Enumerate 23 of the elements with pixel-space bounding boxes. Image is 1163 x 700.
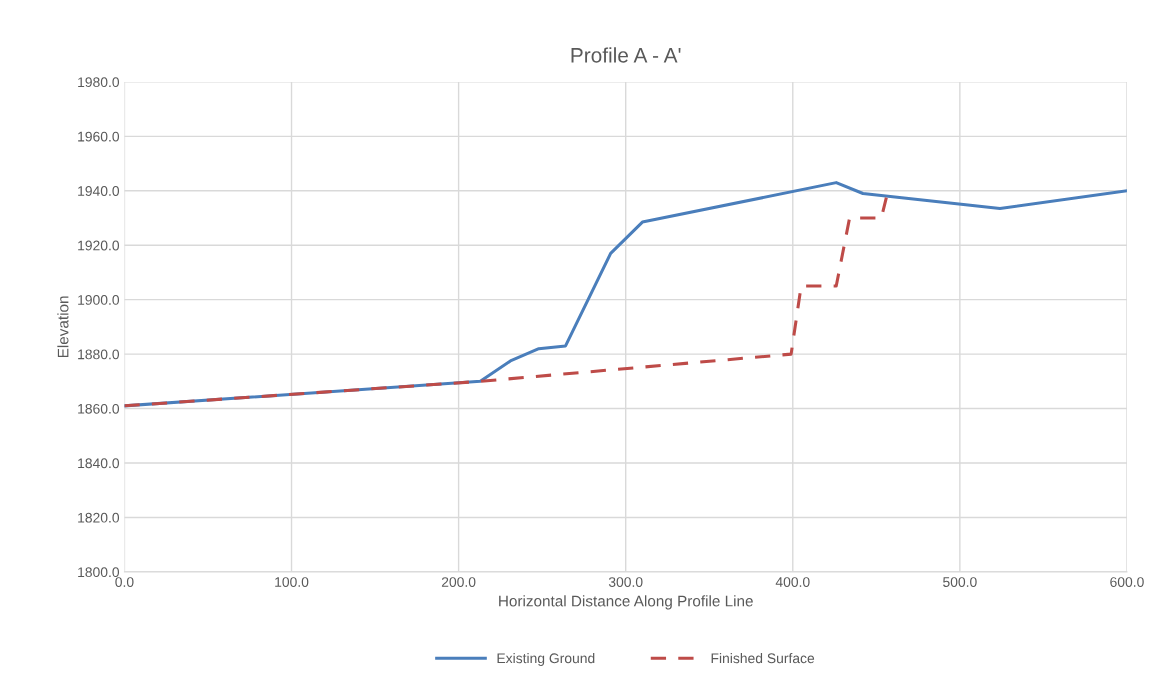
y-tick-label: 1800.0 bbox=[78, 567, 120, 578]
y-tick-label: 1900.0 bbox=[78, 295, 120, 305]
y-tick-label: 1960.0 bbox=[78, 131, 120, 142]
legend-label: Finished Surface bbox=[711, 653, 815, 664]
x-tick-label: 400.0 bbox=[775, 577, 810, 587]
x-tick-label: 200.0 bbox=[441, 577, 476, 587]
x-tick-label: 600.0 bbox=[1110, 577, 1144, 587]
y-tick-label: 1920.0 bbox=[78, 240, 120, 251]
line-series bbox=[124, 196, 888, 408]
chart-title: Profile A - A' bbox=[571, 47, 681, 63]
y-tick-label: 1940.0 bbox=[78, 186, 120, 196]
x-axis-title: Horizontal Distance Along Profile Line bbox=[499, 595, 753, 610]
y-tick-label: 1840.0 bbox=[78, 458, 120, 469]
y-tick-label: 1860.0 bbox=[78, 403, 120, 414]
x-tick-label: 500.0 bbox=[943, 577, 977, 587]
y-tick-label: 1980.0 bbox=[78, 77, 120, 88]
legend-label: Existing Ground bbox=[497, 653, 595, 666]
x-tick-label: 0.0 bbox=[115, 577, 134, 587]
y-axis-title: Elevation bbox=[57, 296, 69, 358]
x-tick-label: 300.0 bbox=[608, 577, 643, 587]
x-tick-label: 100.0 bbox=[275, 577, 309, 587]
y-tick-label: 1880.0 bbox=[78, 349, 120, 360]
y-tick-label: 1820.0 bbox=[78, 512, 120, 523]
